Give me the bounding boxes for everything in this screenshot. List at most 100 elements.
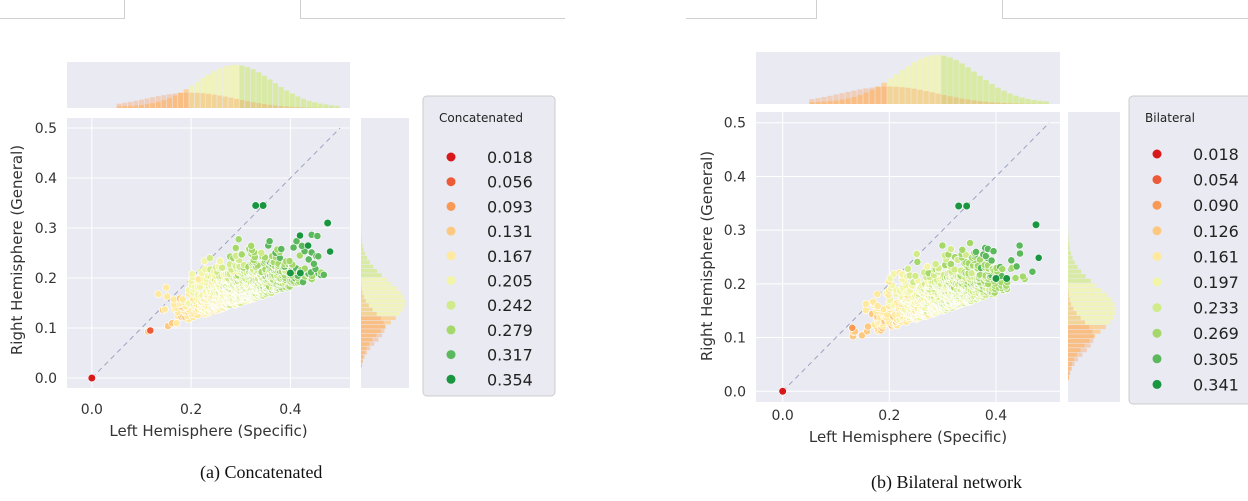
legend-label: 0.090 [1193, 196, 1239, 215]
legend-marker [446, 374, 456, 384]
top-histogram-bar [273, 83, 279, 108]
scatter-point-highlight [87, 373, 96, 383]
legend-marker [1152, 277, 1162, 287]
top-histogram-bar [899, 87, 905, 104]
legend-marker [1152, 149, 1162, 159]
side-histogram-bar [361, 290, 401, 295]
top-histogram-bar [941, 55, 947, 104]
scatter-point [1016, 249, 1024, 258]
scatter-point [1011, 274, 1020, 282]
top-histogram-bar [256, 103, 262, 108]
y-tick-label: 0.4 [724, 169, 746, 185]
top-histogram-bar [905, 87, 911, 104]
top-histogram-bar [857, 89, 863, 104]
side-histogram-bar [361, 251, 366, 256]
side-histogram-bar [1068, 371, 1070, 376]
scatter-point [247, 241, 256, 250]
side-histogram-bar [361, 333, 383, 338]
side-histogram-bar [361, 350, 368, 355]
top-histogram-bar [965, 99, 971, 104]
side-histogram-bar [1068, 255, 1073, 260]
top-histogram-bar [328, 105, 334, 108]
top-histogram-bar [289, 93, 295, 108]
top-histogram-bar [971, 71, 977, 104]
scatter-point-highlight [259, 201, 268, 210]
top-histogram-bar [911, 62, 917, 104]
legend-label: 0.056 [487, 173, 533, 192]
y-tick-label: 0.0 [35, 371, 57, 387]
scatter-point [911, 271, 920, 280]
scatter-point [1028, 267, 1037, 276]
side-histogram-bar [361, 342, 375, 346]
top-histogram-bar [1037, 100, 1043, 104]
side-histogram-bar [361, 320, 391, 325]
top-histogram-bar [821, 101, 827, 104]
scatter-point [1007, 256, 1016, 265]
top-histogram-bar [977, 101, 983, 104]
side-histogram-bar [361, 337, 379, 342]
top-histogram-bar [239, 65, 245, 108]
side-histogram-bar [1068, 311, 1116, 316]
scatter-point [848, 323, 857, 332]
legend-label: 0.341 [1193, 375, 1239, 394]
top-histogram-bar [144, 104, 150, 108]
scatter-point [873, 302, 882, 310]
legend-label: 0.018 [1193, 145, 1239, 164]
side-histogram-bar [1068, 306, 1074, 311]
y-tick-label: 0.1 [35, 321, 57, 337]
side-histogram-bar [1068, 362, 1073, 367]
scatter-point [981, 252, 990, 261]
top-histogram-bar [250, 102, 256, 108]
top-histogram-bar [857, 95, 863, 104]
top-histogram-bar [995, 102, 1001, 104]
top-histogram-bar [881, 86, 887, 104]
side-histogram-bar [361, 316, 396, 321]
top-histogram-bar [881, 82, 887, 104]
top-histogram-bar [222, 66, 228, 108]
top-border-fragment [300, 0, 565, 19]
side-histogram-bar [1068, 338, 1090, 343]
side-histogram-bar [1068, 237, 1069, 242]
legend-marker [446, 201, 456, 211]
scatter-point [216, 257, 224, 266]
legend-title: Concatenated [439, 111, 523, 125]
legend-label: 0.242 [487, 296, 533, 315]
top-histogram-bar [893, 86, 899, 104]
chart-caption: (b) Bilateral network [871, 472, 1022, 492]
scatter-point [863, 322, 872, 331]
top-histogram-bar [172, 93, 178, 108]
legend-label: 0.305 [1193, 350, 1239, 369]
top-histogram-bar [300, 98, 306, 108]
top-histogram-bar [977, 75, 983, 104]
top-histogram-bar [211, 71, 217, 108]
legend-marker [1152, 226, 1162, 236]
scatter-point [309, 259, 318, 268]
side-histogram-bar [1068, 371, 1071, 376]
top-histogram-bar [1001, 103, 1007, 104]
scatter-point [326, 247, 334, 256]
legend-marker [1152, 328, 1162, 338]
side-histogram-bar [361, 363, 362, 368]
side-histogram-bar [1068, 297, 1112, 302]
top-histogram-bar [194, 92, 200, 108]
side-histogram-bar [1068, 246, 1070, 251]
side-histogram-bar [361, 307, 403, 312]
top-histogram-bar [887, 78, 893, 104]
scatter-point [913, 257, 922, 266]
top-histogram-bar [250, 69, 256, 108]
side-histogram-bar [361, 299, 405, 303]
side-histogram-bar [1068, 292, 1069, 297]
side-histogram-bar [361, 346, 367, 351]
top-histogram-bar [200, 93, 206, 108]
legend-box [422, 95, 556, 397]
top-histogram-bar [161, 100, 167, 108]
scatter-point [304, 241, 312, 250]
side-histogram-bar [1068, 329, 1101, 334]
scatter-point [998, 265, 1007, 273]
side-histogram-bar [1068, 241, 1070, 246]
y-tick-label: 0.2 [35, 271, 57, 287]
top-histogram-bar [929, 55, 935, 104]
legend-label: 0.093 [487, 197, 533, 216]
scatter-point [234, 235, 243, 244]
side-histogram-bar [361, 243, 363, 247]
